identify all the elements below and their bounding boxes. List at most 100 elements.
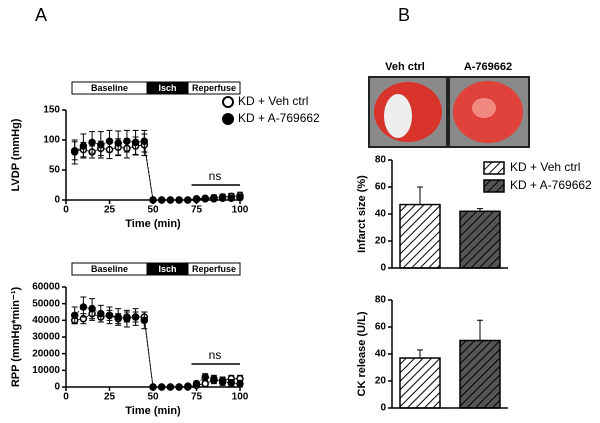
y-tick-label: 40 — [375, 349, 387, 360]
y-tick-label: 60000 — [32, 282, 60, 293]
y-tick-label: 60 — [375, 182, 387, 193]
data-point — [70, 311, 79, 320]
legend-label: KD + A-769662 — [238, 111, 320, 125]
data-point — [140, 316, 149, 325]
data-point — [175, 196, 183, 204]
y-tick-label: 20 — [375, 376, 387, 387]
y-tick-label: 0 — [380, 263, 386, 274]
data-point — [114, 139, 122, 147]
data-point — [114, 313, 122, 321]
legend-swatch — [483, 179, 505, 193]
data-point — [97, 141, 105, 149]
x-tick-label: 100 — [232, 392, 249, 403]
data-point — [192, 379, 201, 388]
y-axis-label: LVDP (mmHg) — [10, 118, 22, 191]
data-point — [236, 193, 244, 202]
data-point — [201, 379, 209, 388]
protocol-box — [187, 262, 241, 276]
annotation: ns — [209, 169, 222, 183]
legend-label: KD + Veh ctrl — [510, 160, 580, 174]
legend-swatch — [483, 161, 505, 175]
data-point — [201, 195, 209, 203]
x-tick-label: 0 — [63, 205, 69, 216]
legend-label: KD + A-769662 — [510, 178, 592, 192]
panel-label: A — [35, 5, 47, 25]
y-tick-label: 100 — [43, 135, 60, 146]
data-point — [236, 379, 244, 388]
data-point — [149, 383, 157, 391]
y-tick-label: 50 — [49, 165, 61, 176]
data-point — [157, 383, 166, 391]
y-tick-label: 20 — [375, 236, 387, 247]
x-tick-label: 75 — [191, 392, 203, 403]
data-point — [157, 196, 166, 204]
y-tick-label: 0 — [54, 195, 60, 206]
annotation: ns — [209, 348, 222, 362]
data-point — [184, 382, 192, 390]
protocol-label: Reperfuse — [192, 264, 236, 274]
x-tick-label: 25 — [104, 392, 116, 403]
data-point — [97, 309, 105, 318]
y-axis-label: Infarct size (%) — [356, 175, 368, 253]
y-axis-label: CK release (U/L) — [356, 311, 368, 396]
data-point — [210, 374, 218, 383]
data-point — [184, 196, 192, 204]
x-tick-label: 50 — [147, 205, 159, 216]
data-point — [105, 311, 114, 320]
y-tick-label: 0 — [54, 382, 60, 393]
image-label: Veh ctrl — [385, 61, 425, 73]
infarct-area — [384, 94, 412, 138]
image-label: A-769662 — [464, 61, 512, 73]
legend-marker — [222, 113, 234, 125]
y-tick-label: 20000 — [32, 348, 60, 359]
data-point — [88, 304, 96, 313]
y-tick-label: 0 — [380, 403, 386, 414]
data-point — [88, 138, 96, 147]
data-point — [192, 195, 201, 204]
x-tick-label: 50 — [147, 392, 159, 403]
x-tick-label: 0 — [63, 392, 69, 403]
x-axis-label: Time (min) — [125, 218, 181, 230]
data-point — [70, 148, 79, 156]
protocol-label: Isch — [158, 83, 176, 93]
y-tick-label: 60 — [375, 322, 387, 333]
y-tick-label: 80 — [375, 155, 387, 166]
legend-label: KD + Veh ctrl — [238, 94, 308, 108]
bar — [399, 203, 441, 269]
protocol-label: Isch — [158, 264, 176, 274]
data-point — [149, 196, 157, 204]
protocol-label: Baseline — [91, 83, 128, 93]
data-point — [123, 137, 131, 145]
data-point — [218, 378, 227, 386]
protocol-box — [187, 81, 241, 95]
data-point — [105, 137, 114, 145]
protocol-label: Baseline — [91, 264, 128, 274]
legend-marker — [222, 96, 234, 108]
data-point — [227, 379, 236, 387]
data-point — [201, 373, 209, 381]
data-point — [140, 137, 149, 145]
bar — [459, 339, 501, 409]
y-tick-label: 30000 — [32, 332, 60, 343]
data-point — [131, 313, 140, 321]
y-tick-label: 150 — [43, 105, 60, 116]
data-point — [210, 195, 218, 203]
data-point — [227, 194, 236, 202]
data-point — [79, 142, 88, 150]
data-point — [218, 194, 227, 202]
protocol-label: Reperfuse — [192, 83, 236, 93]
x-tick-label: 100 — [232, 205, 249, 216]
x-tick-label: 25 — [104, 205, 116, 216]
bar — [459, 210, 501, 269]
y-tick-label: 80 — [375, 295, 387, 306]
data-point — [123, 314, 131, 323]
x-tick-label: 75 — [191, 205, 203, 216]
x-axis-label: Time (min) — [125, 405, 181, 417]
y-tick-label: 50000 — [32, 298, 60, 309]
data-point — [79, 303, 88, 311]
bar — [399, 357, 441, 409]
heart-highlight — [472, 98, 496, 118]
data-point — [166, 383, 175, 391]
y-axis-label: RPP (mmHg*min⁻¹) — [10, 287, 22, 388]
